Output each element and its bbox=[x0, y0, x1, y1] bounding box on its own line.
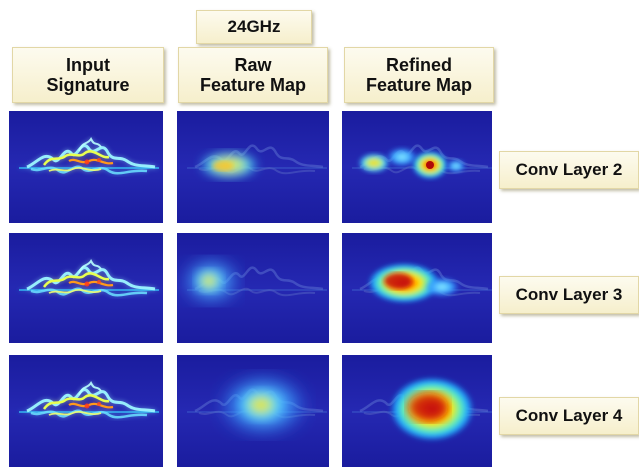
input-signature-conv-layer-3 bbox=[9, 233, 163, 343]
row-label-conv-layer-2: Conv Layer 2 bbox=[499, 151, 639, 189]
row-label-conv-layer-3: Conv Layer 3 bbox=[499, 276, 639, 314]
row-label-conv-layer-4: Conv Layer 4 bbox=[499, 397, 639, 435]
raw-feature-map-conv-layer-4 bbox=[177, 355, 329, 467]
refined-feature-map-conv-layer-4 bbox=[342, 355, 492, 467]
column-header-line1: Refined bbox=[385, 54, 452, 75]
frequency-label: 24GHz bbox=[196, 10, 312, 44]
column-header-line1: Input bbox=[66, 54, 110, 75]
raw-feature-map-conv-layer-2 bbox=[177, 111, 329, 223]
column-header-raw-feature-map: Raw Feature Map bbox=[178, 47, 328, 103]
column-header-line2: Signature bbox=[46, 75, 130, 95]
column-header-line1: Raw bbox=[234, 54, 272, 75]
column-header-refined-feature-map: Refined Feature Map bbox=[344, 47, 494, 103]
row-label-text: Conv Layer 2 bbox=[515, 160, 623, 180]
refined-feature-map-conv-layer-2 bbox=[342, 111, 492, 223]
column-header-line2: Feature Map bbox=[365, 75, 473, 95]
column-header-line2: Feature Map bbox=[199, 75, 307, 95]
input-signature-conv-layer-2 bbox=[9, 111, 163, 223]
row-label-text: Conv Layer 4 bbox=[515, 406, 623, 426]
row-label-text: Conv Layer 3 bbox=[515, 285, 623, 305]
frequency-text: 24GHz bbox=[227, 17, 281, 37]
refined-feature-map-conv-layer-3 bbox=[342, 233, 492, 343]
raw-feature-map-conv-layer-3 bbox=[177, 233, 329, 343]
input-signature-conv-layer-4 bbox=[9, 355, 163, 467]
column-header-input-signature: Input Signature bbox=[12, 47, 164, 103]
